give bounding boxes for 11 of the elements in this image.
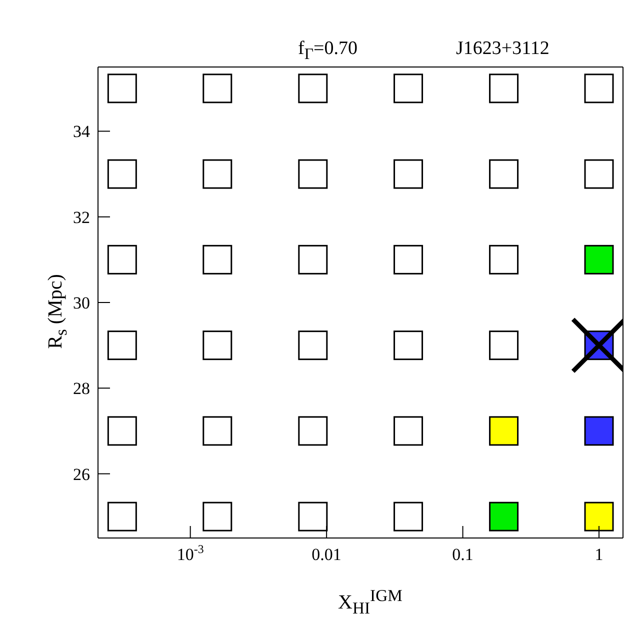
x-tick-label: 0.01 bbox=[312, 545, 342, 564]
y-tick-label: 34 bbox=[73, 122, 90, 142]
y-tick-label: 30 bbox=[73, 294, 90, 312]
y-tick-label: 26 bbox=[73, 464, 90, 484]
y-tick-label: 28 bbox=[73, 379, 90, 398]
x-tick-label: 0.1 bbox=[452, 545, 474, 564]
chart-subtitle: J1623+3112 bbox=[456, 38, 550, 60]
x-tick-label: 10$^{-3}$ bbox=[176, 542, 204, 564]
x-tick-label: 1 bbox=[594, 545, 604, 564]
chart-title: f$_{Γ}$=0.70 bbox=[298, 38, 358, 64]
y-tick-label: 32 bbox=[73, 208, 90, 227]
